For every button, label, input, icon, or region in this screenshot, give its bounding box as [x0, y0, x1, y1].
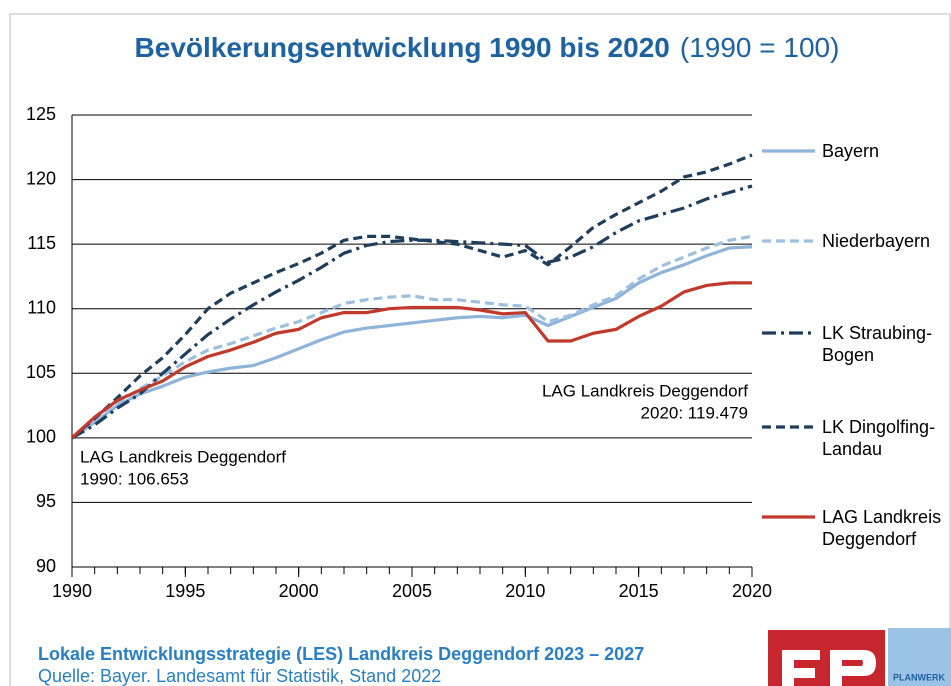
legend-label: LAG Landkreis Deggendorf — [822, 507, 942, 549]
y-tick-label: 120 — [26, 168, 56, 188]
y-tick-label: 125 — [26, 104, 56, 124]
y-tick-label: 105 — [26, 362, 56, 382]
annotation: LAG Landkreis Deggendorf — [80, 447, 286, 466]
y-tick-label: 95 — [36, 491, 56, 511]
y-tick-label: 100 — [26, 427, 56, 447]
series-line — [70, 281, 752, 440]
footer-line: Lokale Entwicklungsstrategie (LES) Landk… — [38, 644, 644, 664]
x-tick-label: 1995 — [165, 581, 205, 601]
logo-text: PLANWERK — [893, 672, 945, 682]
y-tick-label: 115 — [27, 233, 56, 253]
title-note: (1990 = 100) — [680, 32, 840, 63]
legend-label: LK Straubing-Bogen — [822, 323, 933, 365]
series-line — [70, 153, 753, 440]
annotation: 2020: 119.479 — [641, 403, 748, 422]
footer-line: Quelle: Bayer. Landesamt für Statistik, … — [38, 666, 441, 686]
slide-frame — [9, 13, 951, 686]
x-tick-label: 1990 — [52, 581, 92, 601]
x-tick-label: 2005 — [392, 581, 432, 601]
series-line — [71, 234, 753, 440]
x-tick-label: 2015 — [619, 581, 659, 601]
series-line — [71, 245, 753, 440]
logo-fp-letters — [782, 650, 876, 686]
x-tick-label: 2010 — [505, 581, 545, 601]
y-tick-label: 90 — [36, 556, 56, 576]
x-tick-label: 2000 — [279, 581, 319, 601]
y-tick-label: 110 — [27, 297, 56, 317]
legend-label: LK Dingolfing-Landau — [822, 417, 936, 459]
annotation: LAG Landkreis Deggendorf — [542, 381, 748, 400]
x-tick-label: 2020 — [732, 581, 772, 601]
title-main: Bevölkerungsentwicklung 1990 bis 2020 — [135, 32, 670, 63]
logo-planwerk — [888, 628, 951, 686]
chart-title: Bevölkerungsentwicklung 1990 bis 2020 (19… — [135, 32, 840, 63]
annotation: 1990: 106.653 — [80, 469, 189, 488]
legend-label: Niederbayern — [822, 231, 931, 251]
legend-label: Bayern — [822, 141, 880, 161]
